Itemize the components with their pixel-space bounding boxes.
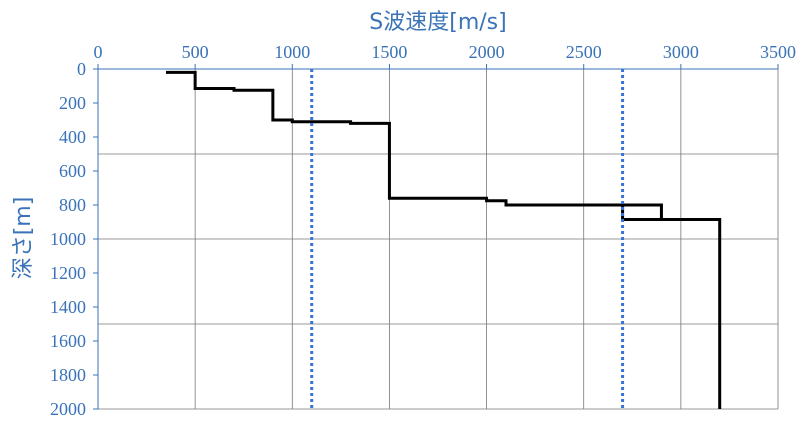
- velocity-profile-line-0: [166, 70, 722, 409]
- y-axis-title: 深さ[m]: [11, 197, 36, 280]
- x-tick-labels: 0 500 1000 1500 2000 2500 3000 3500: [94, 42, 797, 62]
- x-axis-title: S波速度[m/s]: [369, 10, 506, 35]
- y-tick-labels: 0 200 400 600 800 1000 1200 1400 1600 1800 2000: [50, 59, 86, 419]
- y-tick-label: 1400: [50, 297, 86, 317]
- y-tick-label: 200: [59, 93, 86, 113]
- x-tick-label: 500: [182, 42, 209, 62]
- y-tick-label: 400: [59, 127, 86, 147]
- x-tick-label: 1500: [371, 42, 407, 62]
- y-tick-label: 2000: [50, 399, 86, 419]
- x-tick-label: 1000: [274, 42, 310, 62]
- y-tick-label: 800: [59, 195, 86, 215]
- series-layer: [166, 69, 722, 409]
- x-tick-label: 2000: [469, 42, 505, 62]
- grid: [98, 69, 778, 409]
- x-tick-label: 3000: [663, 42, 699, 62]
- y-tick-label: 1200: [50, 263, 86, 283]
- axes: [93, 64, 779, 410]
- y-tick-label: 600: [59, 161, 86, 181]
- velocity-profile-line-1: [621, 205, 662, 221]
- x-tick-label: 3500: [760, 42, 796, 62]
- x-tick-label: 2500: [566, 42, 602, 62]
- y-tick-label: 1800: [50, 365, 86, 385]
- y-tick-label: 1600: [50, 331, 86, 351]
- y-tick-label: 1000: [50, 229, 86, 249]
- y-tick-label: 0: [77, 59, 86, 79]
- x-tick-label: 0: [94, 42, 103, 62]
